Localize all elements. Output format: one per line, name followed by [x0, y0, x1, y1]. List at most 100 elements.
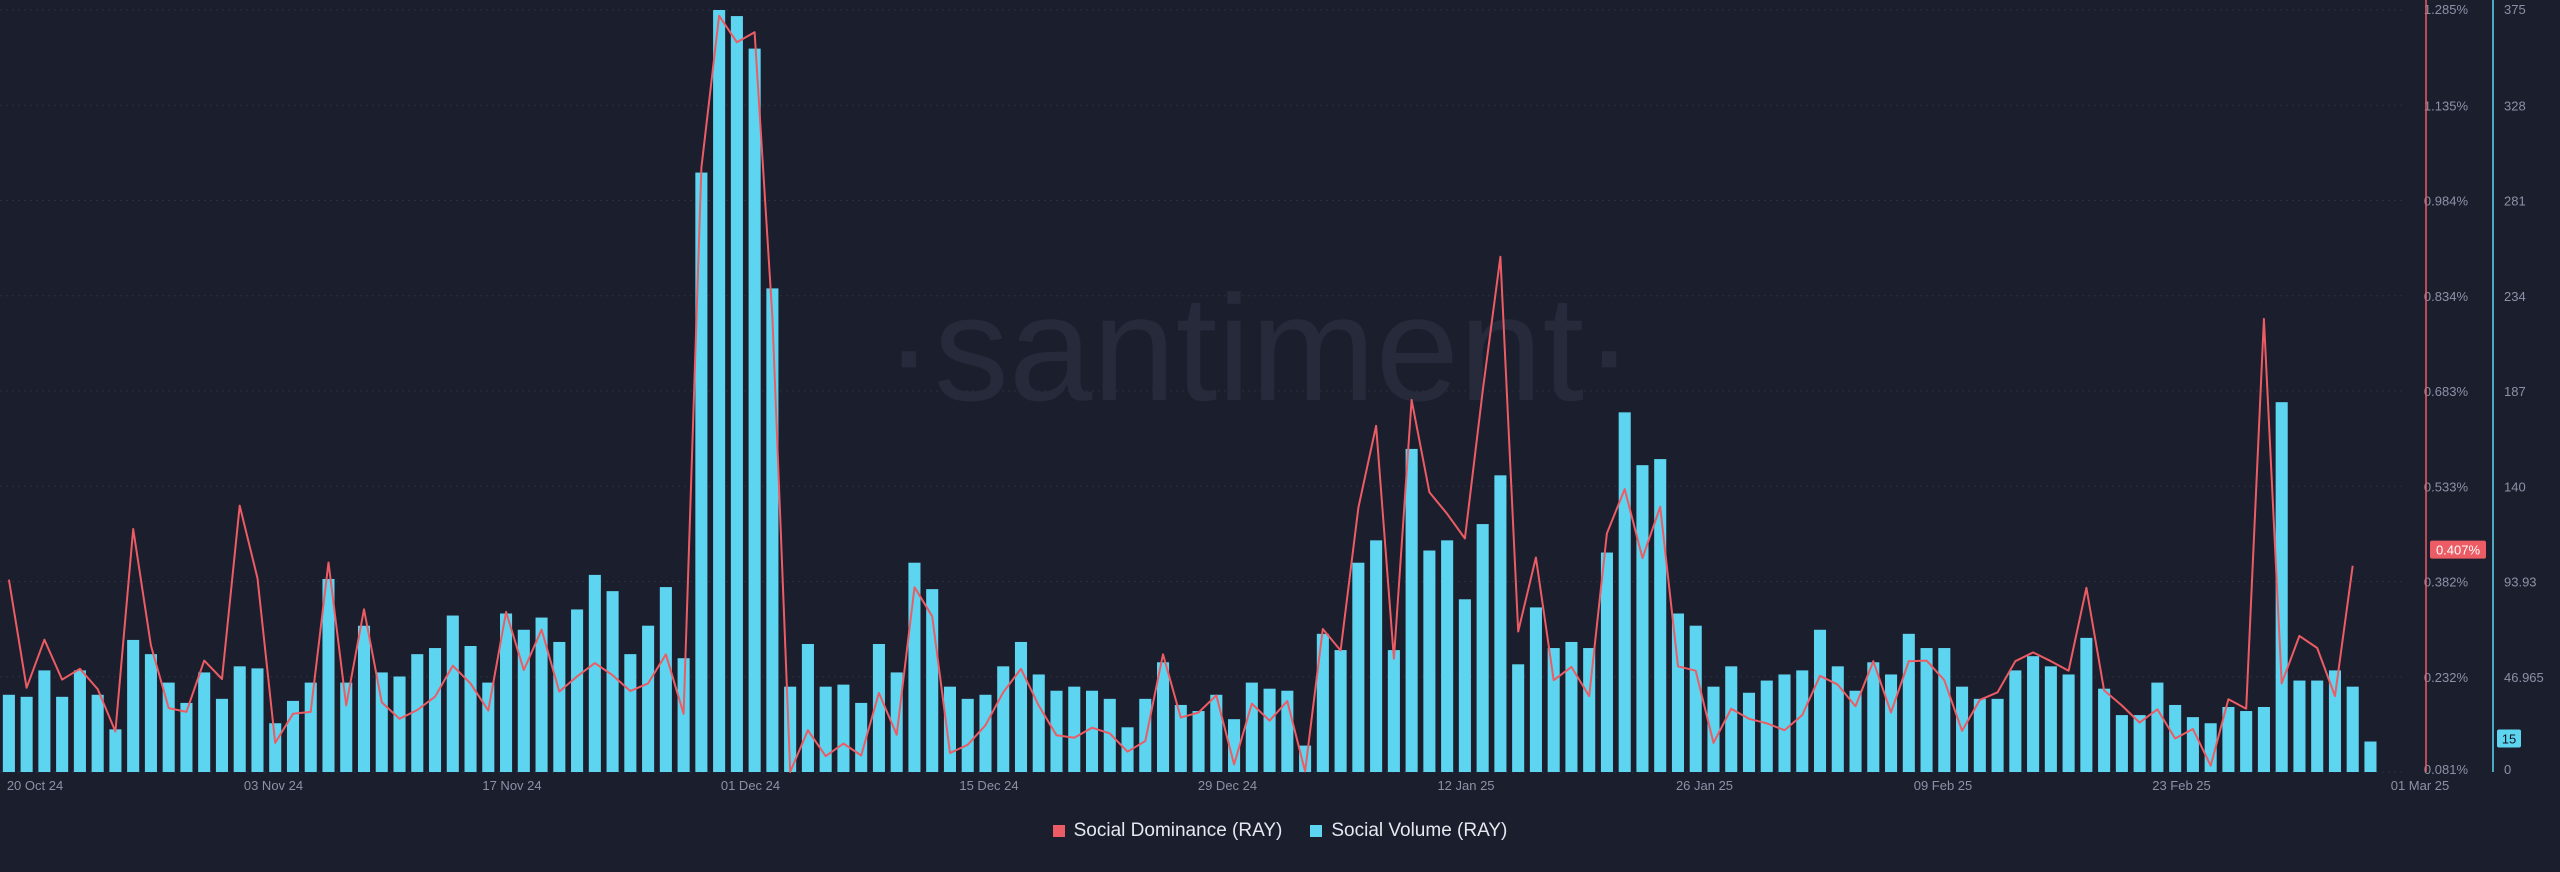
- volume-bar: [1973, 698, 1986, 772]
- volume-bar: [1618, 412, 1631, 772]
- volume-bar: [1778, 674, 1791, 772]
- volume-bar: [695, 172, 708, 772]
- volume-bar: [56, 696, 69, 772]
- volume-bar: [1387, 650, 1400, 772]
- y-left-tick-label: 0.232%: [2424, 670, 2469, 685]
- volume-bar: [1458, 599, 1471, 772]
- dominance-current-value: 0.407%: [2436, 543, 2481, 558]
- volume-bar: [1316, 633, 1329, 772]
- legend: Social Dominance (RAY) Social Volume (RA…: [0, 820, 2560, 842]
- volume-bar: [1423, 550, 1436, 772]
- volume-bar: [819, 686, 832, 772]
- volume-bar: [162, 682, 175, 772]
- volume-bar: [2328, 670, 2341, 772]
- volume-bar: [91, 694, 104, 772]
- x-tick-label: 03 Nov 24: [244, 778, 303, 793]
- y-right-tick-label: 281: [2504, 194, 2526, 209]
- volume-bars: [2, 10, 2377, 772]
- volume-bar: [1920, 648, 1933, 772]
- volume-bar: [1103, 698, 1116, 772]
- volume-bar: [428, 648, 442, 772]
- volume-bar: [1352, 562, 1365, 772]
- volume-bar: [2346, 686, 2359, 772]
- volume-bar: [1707, 686, 1720, 772]
- dominance-current-badge: [2430, 540, 2486, 559]
- volume-bar: [872, 643, 885, 772]
- volume-bar: [2151, 682, 2164, 772]
- y-right-tick-label: 375: [2504, 2, 2526, 17]
- volume-bar: [659, 587, 672, 772]
- volume-bar: [2364, 741, 2377, 772]
- volume-bar: [1813, 629, 1827, 772]
- x-tick-label: 15 Dec 24: [959, 778, 1018, 793]
- legend-label-dominance: Social Dominance (RAY): [1073, 820, 1283, 841]
- volume-bar: [2115, 715, 2128, 772]
- volume-bar: [713, 10, 726, 772]
- volume-bar: [801, 643, 814, 772]
- volume-bar: [1245, 682, 1258, 772]
- volume-bar: [1370, 540, 1383, 772]
- volume-bar: [2240, 711, 2253, 772]
- x-tick-label: 09 Feb 25: [1914, 778, 1973, 793]
- volume-bar: [1157, 662, 1170, 772]
- volume-bar: [2080, 637, 2093, 772]
- volume-bar: [943, 686, 956, 772]
- volume-bar: [1210, 694, 1223, 772]
- volume-bar: [144, 654, 157, 772]
- volume-bar: [73, 670, 86, 772]
- volume-bar: [304, 682, 317, 772]
- volume-bar: [1405, 448, 1418, 772]
- volume-bar: [1991, 698, 2004, 772]
- legend-swatch-volume: [1310, 825, 1323, 837]
- y-right-tick-label: 140: [2504, 479, 2526, 494]
- y-left-tick-label: 0.984%: [2424, 194, 2469, 209]
- volume-bar: [1565, 641, 1578, 772]
- y-left-tick-label: 0.382%: [2424, 575, 2469, 590]
- y-right-tick-label: 0: [2504, 762, 2511, 777]
- volume-bar: [1742, 692, 1756, 772]
- volume-bar: [20, 696, 33, 772]
- legend-swatch-dominance: [1052, 825, 1065, 837]
- volume-bar: [127, 639, 140, 772]
- volume-bar: [1334, 650, 1347, 772]
- volume-bar: [357, 625, 371, 772]
- volume-bar: [979, 694, 992, 772]
- volume-bar: [571, 609, 584, 772]
- volume-bar: [1849, 690, 1862, 772]
- volume-bar: [535, 617, 548, 772]
- volume-bar: [1174, 704, 1187, 772]
- volume-bar: [1121, 727, 1134, 772]
- volume-bar: [1014, 641, 1028, 772]
- y-left-tick-label: 0.683%: [2424, 384, 2469, 399]
- x-tick-label: 20 Oct 24: [7, 778, 63, 793]
- volume-bar: [446, 615, 459, 772]
- volume-bar: [251, 668, 264, 772]
- volume-bar: [855, 702, 868, 772]
- watermark: ·santiment·: [884, 264, 1634, 432]
- volume-bar: [215, 698, 228, 772]
- volume-bar: [1050, 690, 1063, 772]
- volume-bar: [1885, 674, 1898, 772]
- volume-bar: [2133, 715, 2146, 772]
- y-right-tick-label: 93.93: [2504, 575, 2537, 590]
- volume-bar: [1689, 625, 1702, 772]
- volume-bar: [1547, 648, 1560, 772]
- volume-bar: [322, 578, 335, 772]
- legend-item-dominance[interactable]: Social Dominance (RAY): [1052, 820, 1283, 842]
- axes-layer: 1.285% 375 1.135% 328 0.984% 281 0.834% 234 0.68…: [7, 0, 2544, 793]
- volume-bar: [1671, 613, 1685, 772]
- volume-bar: [1831, 666, 1844, 772]
- volume-bar: [180, 702, 193, 772]
- x-tick-label: 01 Dec 24: [721, 778, 780, 793]
- volume-bar: [2062, 674, 2075, 772]
- y-left-tick-label: 1.135%: [2424, 98, 2469, 113]
- volume-bar: [1032, 674, 1045, 772]
- y-left-tick-label: 0.533%: [2424, 479, 2469, 494]
- legend-item-volume[interactable]: Social Volume (RAY): [1310, 820, 1507, 842]
- volume-bar: [2275, 402, 2288, 772]
- volume-bar: [677, 658, 690, 772]
- volume-bar: [2027, 656, 2040, 772]
- volume-bar: [286, 700, 300, 772]
- volume-bar: [642, 625, 655, 772]
- volume-bar: [961, 698, 974, 772]
